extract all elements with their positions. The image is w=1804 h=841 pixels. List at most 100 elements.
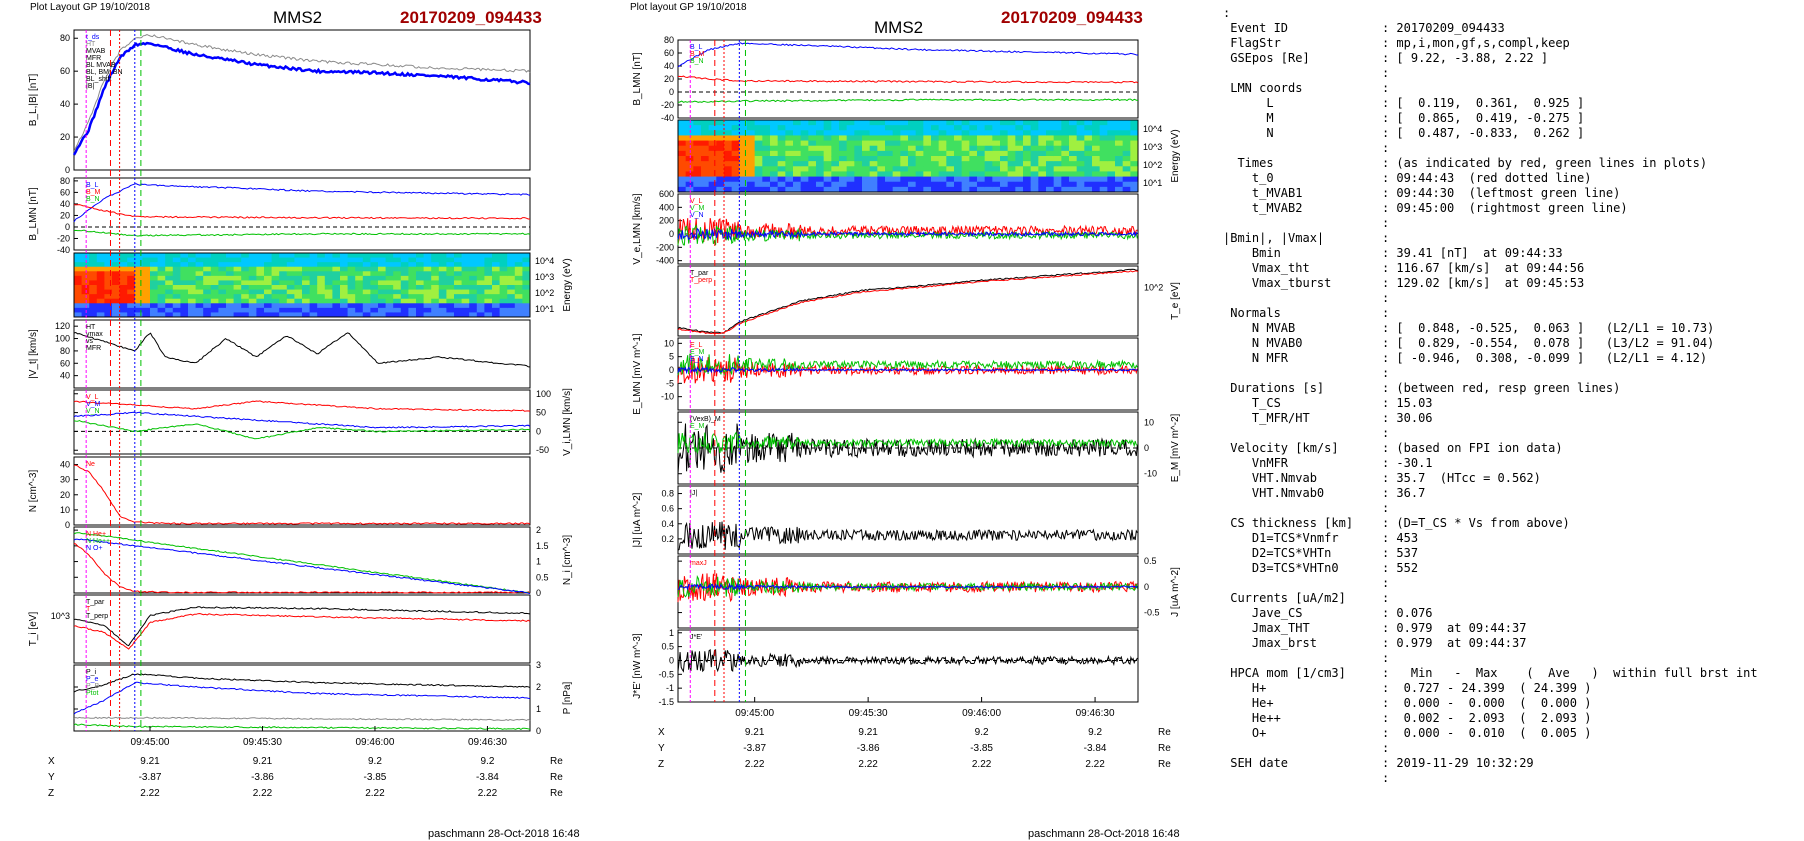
spectrogram-cell xyxy=(969,176,978,183)
y-tick-label: 40 xyxy=(60,99,70,109)
series-line xyxy=(677,574,1138,598)
series-line xyxy=(73,681,531,715)
spectrogram-cell xyxy=(271,280,280,286)
spectrogram-cell xyxy=(271,294,280,300)
spectrogram-cell xyxy=(1038,161,1047,167)
spectrogram-cell xyxy=(1007,176,1016,183)
spectrogram-cell xyxy=(869,181,878,188)
summary-line: : xyxy=(1223,771,1390,785)
spectrogram-cell xyxy=(1000,125,1009,131)
spectrogram-cell xyxy=(165,275,174,281)
spectrogram-cell xyxy=(499,298,508,304)
spectrogram-cell xyxy=(165,289,174,295)
spectrogram-cell xyxy=(233,298,242,304)
summary-line: FlagStr : mp,i,mon,gf,s,compl,keep xyxy=(1223,36,1570,50)
spectrogram-cell xyxy=(514,275,523,281)
spectrogram-cell xyxy=(785,171,794,178)
spectrogram-cell xyxy=(915,156,924,162)
position-row-label: Y xyxy=(48,772,55,783)
spectrogram-cell xyxy=(1084,125,1093,131)
spectrogram-cell xyxy=(248,312,257,318)
spectrogram-cell xyxy=(279,312,288,318)
spectrogram-cell xyxy=(476,312,485,318)
spectrogram-cell xyxy=(931,130,940,136)
series-line xyxy=(73,606,531,647)
spectrogram-cell xyxy=(839,176,848,183)
spectrogram-cell xyxy=(1107,176,1116,183)
spectrogram-cell xyxy=(808,166,817,172)
spectrogram-cell xyxy=(362,266,371,272)
spectrogram-cell xyxy=(892,171,901,178)
spectrogram-cell xyxy=(747,135,756,142)
spectrogram-cell xyxy=(157,294,166,300)
legend-entry: BL MVAB xyxy=(86,62,116,69)
spectrogram-cell xyxy=(961,135,970,142)
spectrogram-cell xyxy=(408,262,417,268)
spectrogram-cell xyxy=(294,307,303,313)
spectrogram-cell xyxy=(908,130,917,136)
spectrogram-cell xyxy=(808,145,817,152)
spectrogram-cell xyxy=(693,161,702,167)
spectrogram-cell xyxy=(370,271,379,277)
spectrogram-cell xyxy=(931,140,940,147)
summary-line: D2=TCS*VHTn : 537 xyxy=(1223,546,1419,560)
spectrogram-cell xyxy=(724,120,733,126)
spectrogram-cell xyxy=(271,257,280,263)
spectrogram-cell xyxy=(777,145,786,152)
spectrogram-cell xyxy=(1038,140,1047,147)
spectrogram-cell xyxy=(324,257,333,263)
summary-line: : xyxy=(1223,291,1390,305)
spectrogram-cell xyxy=(362,275,371,281)
spectrogram-cell xyxy=(507,253,516,259)
tick-label: 10^4 xyxy=(535,256,554,266)
spectrogram-cell xyxy=(340,266,349,272)
spectrogram-cell xyxy=(271,262,280,268)
spectrogram-cell xyxy=(762,130,771,136)
spectrogram-cell xyxy=(340,312,349,318)
summary-line: : xyxy=(1223,741,1390,755)
spectrogram-cell xyxy=(685,166,694,172)
spectrogram-cell xyxy=(854,166,863,172)
spectrogram-cell xyxy=(461,312,470,318)
position-value: 2.22 xyxy=(972,759,992,770)
spectrogram-cell xyxy=(469,303,478,309)
spectrogram-cell xyxy=(514,294,523,300)
spectrogram-cell xyxy=(862,186,871,193)
spectrogram-cell xyxy=(808,171,817,178)
spectrogram-cell xyxy=(1099,150,1108,157)
spectrogram-cell xyxy=(294,312,303,318)
summary-line: VnMFR : -30.1 xyxy=(1223,456,1433,470)
spectrogram-cell xyxy=(678,161,687,167)
spectrogram-cell xyxy=(770,176,779,183)
y-tick-label: 10 xyxy=(60,505,70,515)
spectrogram-cell xyxy=(507,271,516,277)
spectrogram-cell xyxy=(969,181,978,188)
spectrogram-cell xyxy=(1030,181,1039,188)
spectrogram-cell xyxy=(1030,135,1039,142)
spectrogram-cell xyxy=(499,280,508,286)
spectrogram-cell xyxy=(693,145,702,152)
spectrogram-cell xyxy=(931,171,940,178)
spectrogram-cell xyxy=(165,280,174,286)
spectrogram-cell xyxy=(233,253,242,259)
y-tick-label: 40 xyxy=(60,460,70,470)
spectrogram-cell xyxy=(218,262,227,268)
spectrogram-cell xyxy=(923,181,932,188)
spectrogram-cell xyxy=(492,280,501,286)
spectrogram-cell xyxy=(294,285,303,291)
spectrogram-cell xyxy=(808,161,817,167)
spectrogram-cell xyxy=(355,266,364,272)
spectrogram-cell xyxy=(777,166,786,172)
spectrogram-cell xyxy=(416,303,425,309)
legend-entry: V_L xyxy=(690,198,703,205)
spectrogram-cell xyxy=(747,181,756,188)
spectrogram-cell xyxy=(264,271,273,277)
spectrogram-cell xyxy=(142,307,151,313)
spectrogram-cell xyxy=(1130,186,1139,193)
spectrogram-cell xyxy=(938,181,947,188)
spectrogram-cell xyxy=(923,166,932,172)
spectrogram-cell xyxy=(946,120,955,126)
spectrogram-cell xyxy=(393,303,402,309)
spectrogram-cell xyxy=(854,150,863,157)
